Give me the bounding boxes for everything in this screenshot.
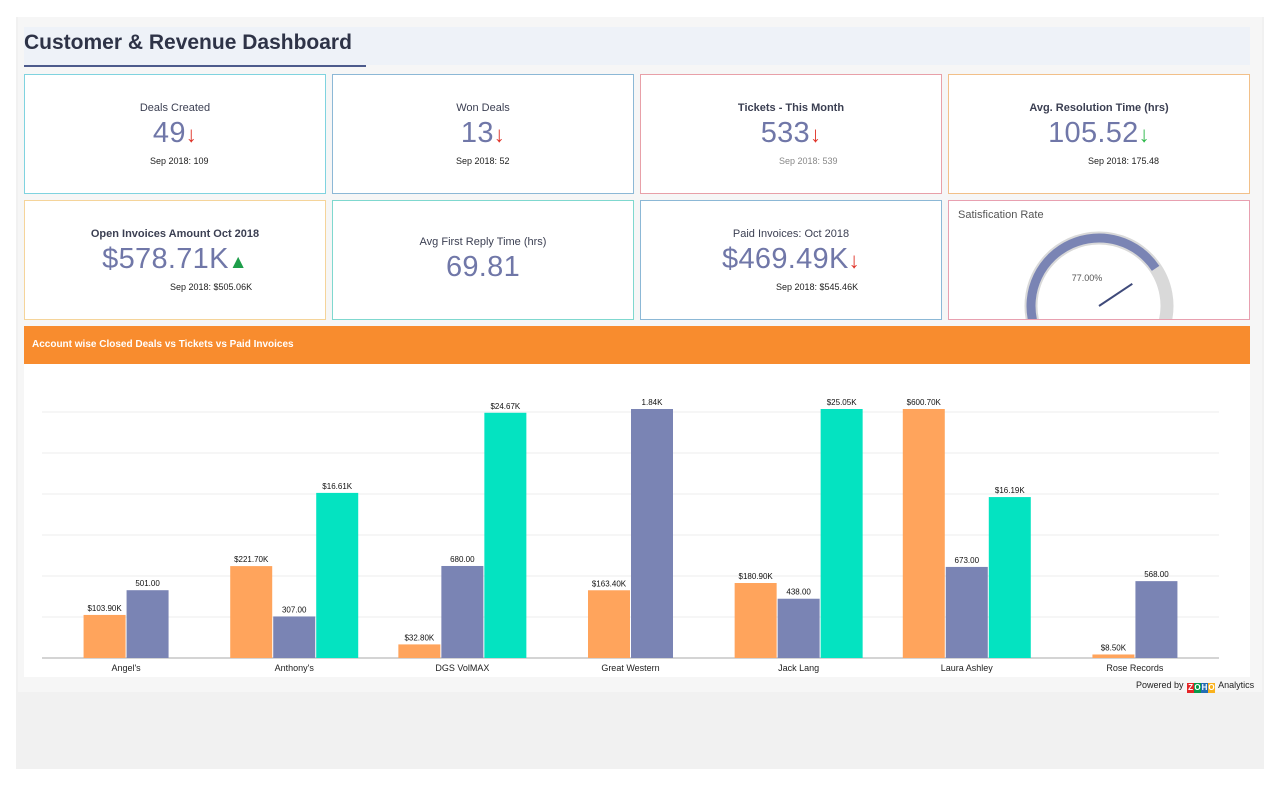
bar <box>484 412 527 658</box>
kpi-tickets-this-month[interactable]: Tickets - This Month 533↓ Sep 2018: 539 <box>640 74 942 194</box>
triangle-up-icon: ▲ <box>228 252 248 273</box>
kpi-deals-created[interactable]: Deals Created 49↓ Sep 2018: 109 <box>24 74 326 194</box>
bar <box>777 598 820 658</box>
data-label: 501.00 <box>135 579 160 588</box>
arrow-down-icon: ↓ <box>185 122 198 147</box>
data-label: $103.90K <box>87 604 122 613</box>
bar <box>902 409 945 658</box>
data-label: $180.90K <box>739 572 774 581</box>
bar <box>820 409 863 658</box>
gauge-value: 77.00% <box>1072 273 1103 283</box>
data-label: 673.00 <box>955 556 980 565</box>
bar <box>398 644 441 658</box>
bar <box>273 616 316 658</box>
bar <box>83 614 126 658</box>
bar <box>1135 581 1178 658</box>
bar <box>945 566 988 658</box>
x-tick-label: Great Western <box>601 663 659 673</box>
grouped-bar-chart: $103.90K 501.00 Angel's $221.70K 307.00 $16.6… <box>42 398 1219 673</box>
data-label: 680.00 <box>450 555 475 564</box>
arrow-down-icon: ↓ <box>1138 122 1150 147</box>
bar <box>734 583 777 658</box>
data-label: $221.70K <box>234 555 269 564</box>
dashboard-title: Customer & Revenue Dashboard <box>24 31 352 54</box>
powered-by-footer: Powered by ZOHO Analytics <box>1136 680 1254 693</box>
kpi-open-invoices[interactable]: Open Invoices Amount Oct 2018 $578.71K▲ … <box>24 200 326 320</box>
kpi-comparison: Sep 2018: $545.46K <box>776 282 859 292</box>
chart-header: Account wise Closed Deals vs Tickets vs … <box>24 326 1250 364</box>
x-tick-label: Jack Lang <box>778 663 819 673</box>
kpi-value: $578.71K▲ <box>102 243 248 275</box>
data-label: $25.05K <box>827 398 857 407</box>
arrow-down-icon: ↓ <box>493 122 506 147</box>
data-label: 307.00 <box>282 605 307 614</box>
x-tick-label: Anthony's <box>275 663 315 673</box>
kpi-label: Won Deals <box>456 102 510 114</box>
bar <box>316 492 359 658</box>
gauge-needle <box>1098 283 1133 307</box>
bar <box>988 497 1031 658</box>
bar <box>126 590 169 658</box>
data-label: $600.70K <box>907 398 942 407</box>
kpi-won-deals[interactable]: Won Deals 13↓ Sep 2018: 52 <box>332 74 634 194</box>
chart-title: Account wise Closed Deals vs Tickets vs … <box>32 339 294 350</box>
kpi-avg-first-reply-time[interactable]: Avg First Reply Time (hrs) 69.81 <box>332 200 634 320</box>
bar <box>230 566 273 658</box>
satisfaction-gauge: 77.00% <box>1024 231 1174 319</box>
analytics-label: Analytics <box>1218 680 1255 690</box>
title-bar <box>24 27 1250 65</box>
bar <box>631 409 673 658</box>
arrow-down-icon: ↓ <box>848 248 860 273</box>
kpi-label: Deals Created <box>139 102 211 114</box>
data-label: $24.67K <box>490 402 520 411</box>
data-label: 1.84K <box>642 398 664 407</box>
chart-panel: $103.90K 501.00 Angel's $221.70K 307.00 $16.6… <box>24 364 1250 677</box>
kpi-satisfaction-rate[interactable]: Satisfication Rate 77.00% <box>948 200 1250 320</box>
kpi-comparison: Sep 2018: 109 <box>150 156 209 166</box>
kpi-value: 105.52↓ <box>1048 117 1150 149</box>
zoho-logo: ZOHO <box>1187 683 1216 693</box>
kpi-value: 69.81 <box>445 251 521 283</box>
kpi-comparison: Sep 2018: 539 <box>779 156 838 166</box>
kpi-label: Open Invoices Amount Oct 2018 <box>90 228 260 240</box>
powered-by-label: Powered by <box>1136 680 1184 690</box>
gauge-title: Satisfication Rate <box>958 209 1044 221</box>
gauge-fill <box>1026 233 1160 319</box>
bar <box>1092 654 1135 658</box>
data-label: $16.61K <box>322 482 352 491</box>
x-tick-label: Laura Ashley <box>941 663 994 673</box>
kpi-comparison: Sep 2018: 52 <box>456 156 510 166</box>
kpi-label: Tickets - This Month <box>737 102 845 114</box>
kpi-label: Avg First Reply Time (hrs) <box>419 236 547 248</box>
arrow-down-icon: ↓ <box>809 122 822 147</box>
data-label: $16.19K <box>995 486 1025 495</box>
x-tick-label: DGS VolMAX <box>435 663 489 673</box>
kpi-label: Paid Invoices: Oct 2018 <box>732 228 850 240</box>
kpi-value: $469.49K↓ <box>722 243 860 275</box>
kpi-comparison: Sep 2018: 175.48 <box>1088 156 1160 166</box>
bar <box>441 565 484 658</box>
kpi-value: 533↓ <box>760 117 822 149</box>
x-tick-label: Rose Records <box>1106 663 1164 673</box>
kpi-comparison: Sep 2018: $505.06K <box>170 282 253 292</box>
data-label: $32.80K <box>404 633 434 642</box>
kpi-avg-resolution-time[interactable]: Avg. Resolution Time (hrs) 105.52↓ Sep 2… <box>948 74 1250 194</box>
x-tick-label: Angel's <box>111 663 141 673</box>
data-label: 438.00 <box>786 588 811 597</box>
data-label: 568.00 <box>1144 570 1169 579</box>
data-label: $8.50K <box>1101 643 1127 652</box>
kpi-value: 13↓ <box>460 117 506 149</box>
kpi-paid-invoices[interactable]: Paid Invoices: Oct 2018 $469.49K↓ Sep 20… <box>640 200 942 320</box>
data-label: $163.40K <box>592 579 627 588</box>
title-underline <box>24 65 366 67</box>
bar <box>588 590 630 658</box>
kpi-value: 49↓ <box>152 117 198 149</box>
kpi-label: Avg. Resolution Time (hrs) <box>1029 102 1169 114</box>
